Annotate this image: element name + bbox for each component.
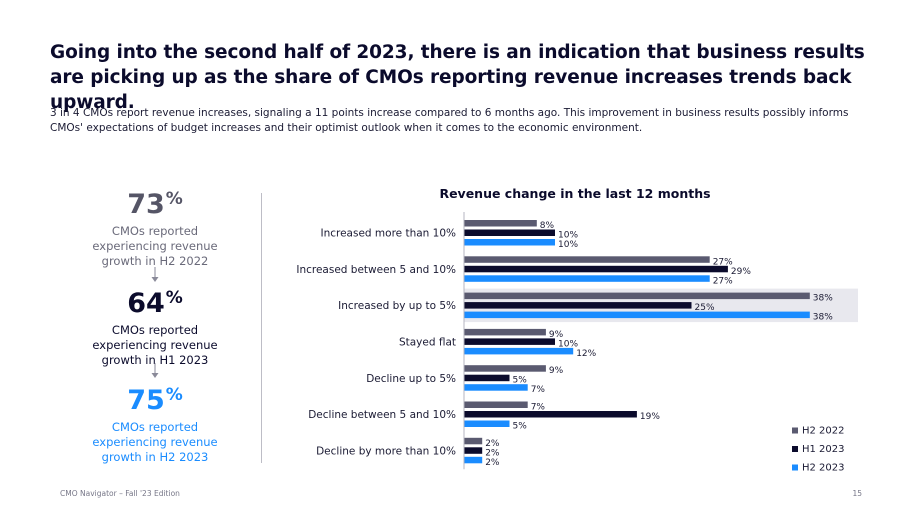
intro-paragraph: 3 in 4 CMOs report revenue increases, si…	[50, 107, 849, 134]
footer-source: CMO Navigator – Fall '23 Edition	[60, 489, 180, 498]
stat-description: CMOs reported experiencing revenue growt…	[92, 224, 218, 268]
data-label: 19%	[640, 412, 660, 422]
data-label: 7%	[531, 385, 546, 395]
bar	[464, 328, 546, 336]
page-title: Going into the second half of 2023, ther…	[50, 42, 865, 113]
bar	[464, 420, 510, 427]
category-label: Decline between 5 and 10%	[308, 409, 456, 421]
data-label: 5%	[513, 422, 528, 432]
arrow-down-icon	[151, 363, 159, 378]
revenue-change-chart: Revenue change in the last 12 months Incr…	[296, 186, 858, 474]
category-label: Decline up to 5%	[366, 373, 456, 385]
stat-h2-2023: 75% CMOs reported experiencing revenue g…	[80, 380, 230, 465]
bar	[464, 365, 546, 372]
legend-swatch	[792, 446, 798, 452]
stat-description: CMOs reported experiencing revenue growt…	[92, 420, 218, 464]
bar	[464, 347, 574, 355]
bar	[464, 256, 710, 263]
bar	[464, 374, 510, 382]
arrow-down-icon	[151, 267, 159, 282]
data-label: 10%	[558, 231, 578, 241]
data-label: 10%	[558, 240, 578, 250]
legend-label: H1 2023	[802, 444, 845, 455]
bar	[464, 456, 483, 464]
bar	[464, 311, 810, 319]
data-label: 10%	[558, 339, 578, 349]
legend-swatch	[792, 464, 798, 471]
legend-label: H2 2023	[802, 463, 845, 474]
bar	[464, 220, 537, 227]
data-label: 2%	[485, 448, 500, 458]
data-label: 38%	[813, 313, 833, 323]
data-label: 9%	[549, 330, 564, 340]
category-label: Increased between 5 and 10%	[296, 264, 456, 276]
bar	[464, 275, 710, 282]
divider	[261, 193, 262, 463]
category-label: Stayed flat	[399, 336, 456, 348]
bar	[464, 437, 483, 445]
data-label: 38%	[813, 294, 833, 304]
legend-label: H2 2022	[802, 426, 845, 437]
data-label: 27%	[713, 276, 733, 286]
category-label: Decline by more than 10%	[316, 445, 456, 457]
category-label: Increased by up to 5%	[338, 300, 456, 312]
stat-number: 64%	[127, 288, 183, 319]
bar	[464, 265, 728, 273]
data-label: 5%	[513, 376, 528, 386]
bar	[464, 239, 555, 246]
bar	[464, 302, 692, 309]
data-label: 12%	[576, 349, 596, 359]
stat-h2-2022: 73% CMOs reported experiencing revenue g…	[80, 184, 230, 269]
data-label: 9%	[549, 366, 564, 376]
data-label: 2%	[485, 458, 500, 468]
stat-description: CMOs reported experiencing revenue growt…	[92, 323, 218, 367]
bar	[464, 447, 483, 454]
bar	[464, 384, 528, 391]
category-label: Increased more than 10%	[320, 228, 456, 240]
stat-number: 73%	[127, 189, 183, 220]
page-number: 15	[852, 489, 862, 498]
data-label: 29%	[731, 267, 751, 277]
data-label: 25%	[695, 303, 715, 313]
data-label: 7%	[531, 403, 546, 413]
bar	[464, 229, 555, 236]
stat-h1-2023: 64% CMOs reported experiencing revenue g…	[80, 283, 230, 368]
legend-swatch	[792, 427, 798, 434]
bar	[464, 292, 810, 300]
data-label: 8%	[540, 221, 555, 231]
bar	[464, 338, 555, 345]
data-label: 2%	[485, 439, 500, 449]
data-label: 27%	[713, 257, 733, 267]
stat-number: 75%	[127, 385, 183, 416]
bar	[464, 411, 637, 418]
chart-title: Revenue change in the last 12 months	[439, 186, 710, 201]
bar	[464, 401, 528, 408]
